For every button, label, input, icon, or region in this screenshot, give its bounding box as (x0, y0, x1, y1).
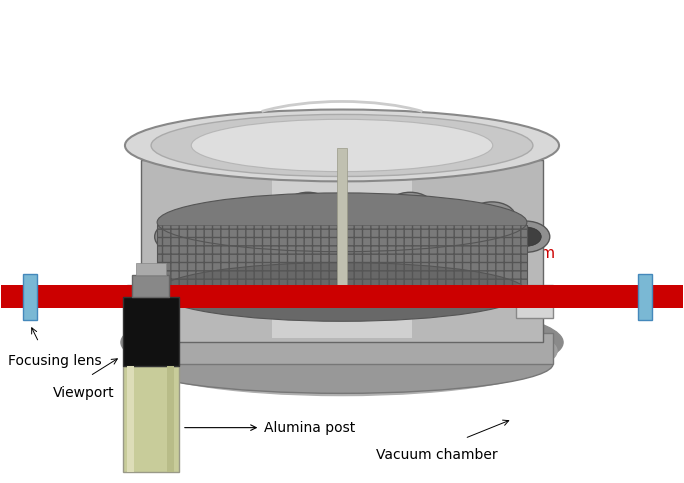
Ellipse shape (192, 119, 492, 171)
FancyBboxPatch shape (131, 333, 553, 364)
Ellipse shape (127, 312, 557, 390)
Ellipse shape (121, 300, 563, 385)
Text: Vacuum chamber: Vacuum chamber (376, 448, 498, 462)
Bar (132, 275, 170, 297)
Bar (168, 367, 174, 472)
Bar (23, 274, 37, 320)
Ellipse shape (386, 192, 434, 224)
Bar (122, 367, 179, 472)
Bar (127, 367, 134, 472)
Bar (516, 284, 553, 318)
Bar (638, 274, 652, 320)
Ellipse shape (204, 208, 235, 227)
Ellipse shape (155, 221, 202, 252)
Text: Focusing lens: Focusing lens (8, 355, 102, 369)
Bar (127, 284, 165, 318)
Text: Laser beam: Laser beam (464, 246, 555, 289)
Text: Alumina post: Alumina post (263, 421, 355, 435)
Ellipse shape (151, 114, 533, 176)
Ellipse shape (510, 227, 541, 246)
Ellipse shape (400, 245, 447, 276)
Ellipse shape (293, 199, 324, 217)
Ellipse shape (502, 221, 550, 252)
Ellipse shape (408, 251, 439, 270)
Bar (1, 285, 683, 308)
Ellipse shape (163, 227, 194, 246)
Bar (122, 297, 179, 367)
Ellipse shape (245, 251, 276, 270)
Ellipse shape (395, 199, 425, 217)
Bar (337, 148, 347, 292)
Ellipse shape (131, 335, 553, 393)
Ellipse shape (157, 193, 527, 252)
FancyBboxPatch shape (157, 225, 527, 292)
Text: Viewport: Viewport (53, 385, 114, 399)
Text: Tungsten sample: Tungsten sample (263, 270, 381, 284)
Text: Graphite sample holder: Graphite sample holder (263, 325, 428, 339)
FancyBboxPatch shape (141, 160, 543, 342)
Ellipse shape (284, 192, 332, 224)
Ellipse shape (133, 324, 551, 396)
Ellipse shape (237, 245, 284, 276)
FancyBboxPatch shape (272, 155, 412, 338)
Ellipse shape (196, 202, 244, 233)
Ellipse shape (468, 202, 516, 233)
Bar (135, 263, 166, 275)
Ellipse shape (477, 208, 508, 227)
Ellipse shape (157, 263, 527, 321)
Ellipse shape (125, 110, 559, 182)
